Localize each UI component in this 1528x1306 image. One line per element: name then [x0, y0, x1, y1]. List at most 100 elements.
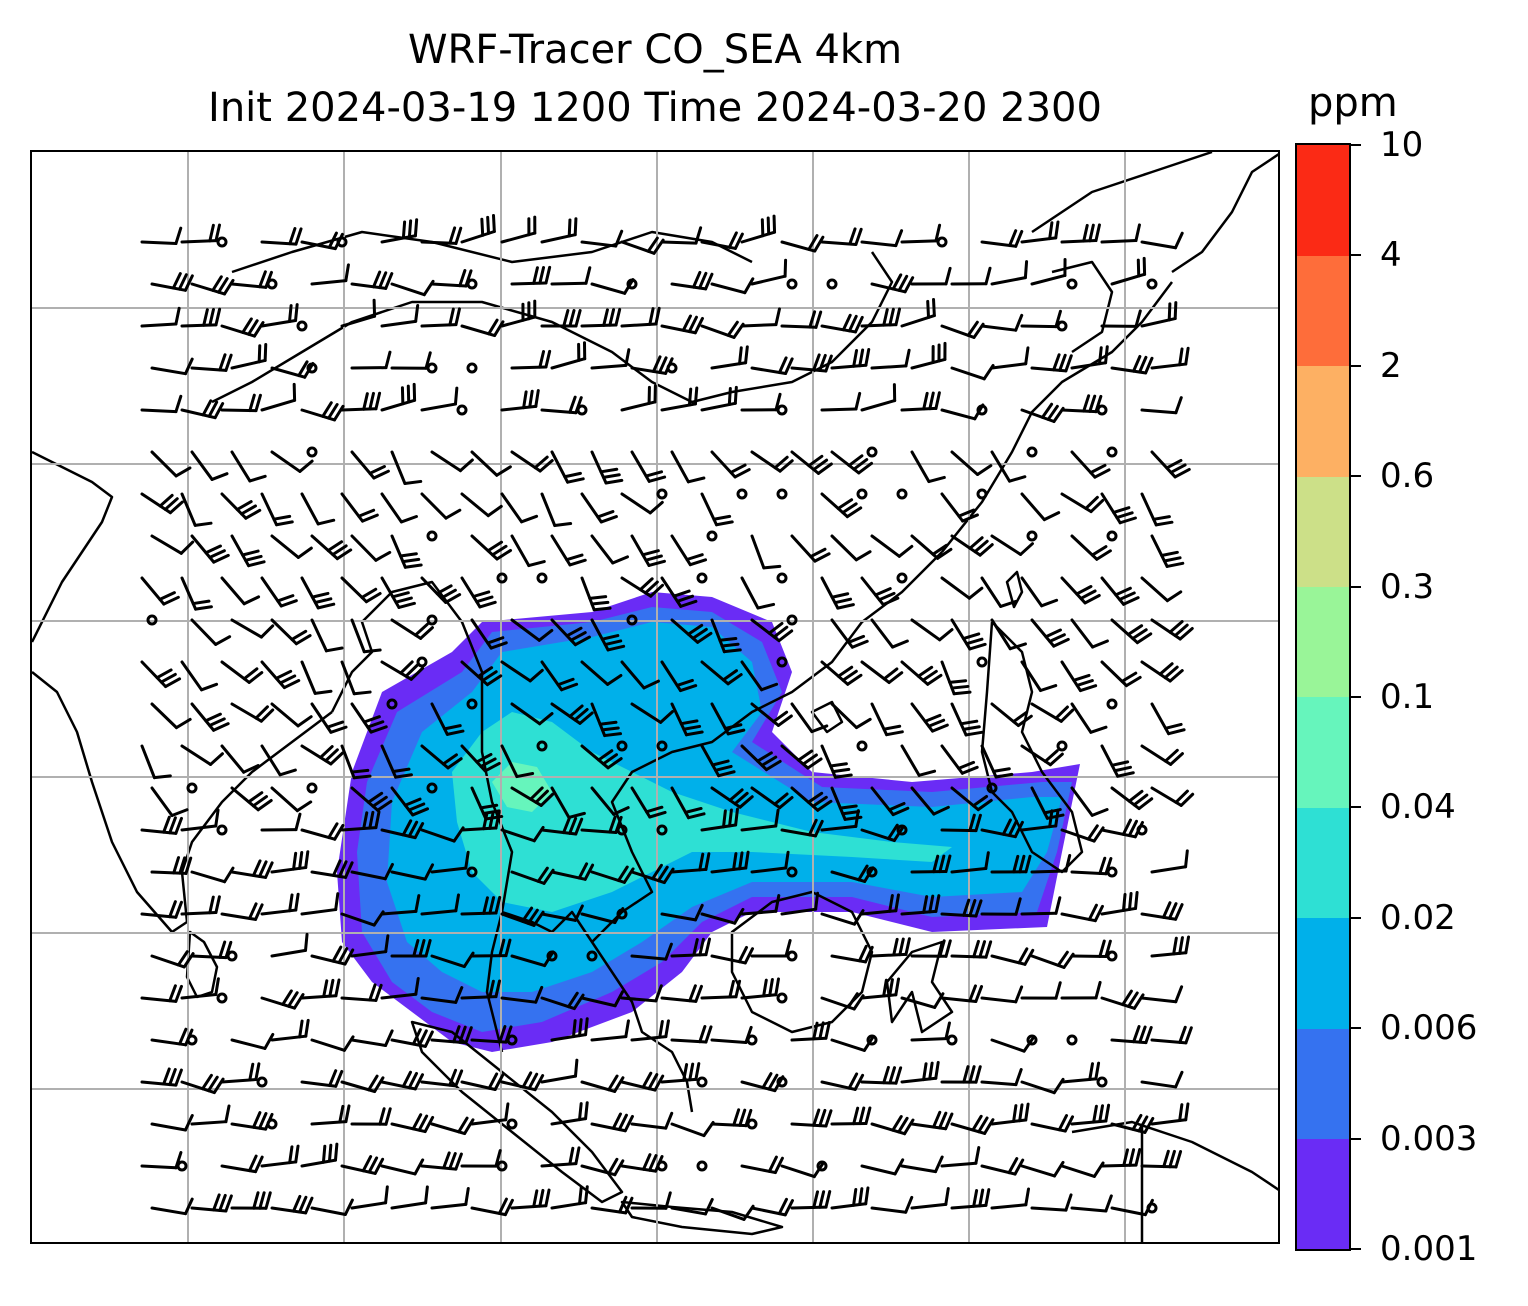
wind-barb-shaft	[1020, 911, 1058, 916]
wind-barb-flag	[162, 1067, 171, 1086]
wind-barb-flag	[698, 271, 708, 290]
wind-barb-shaft	[540, 1074, 577, 1084]
wind-barb-flag	[584, 266, 592, 285]
wind-barb-flag	[1064, 853, 1072, 873]
wind-barb-flag	[1178, 1103, 1184, 1123]
wind-barb-flag	[177, 273, 188, 291]
wind-barb-flag	[324, 748, 339, 763]
wind-barb-flag	[1122, 1148, 1129, 1167]
wind-barb-flag	[1174, 789, 1189, 804]
wind-calm-marker	[1056, 320, 1068, 332]
wind-barb-flag	[847, 634, 866, 644]
wind-barb-flag	[184, 1197, 194, 1216]
wind-barb-flag	[1132, 793, 1149, 807]
wind-barb-flag	[1079, 589, 1097, 600]
wind-calm-marker	[426, 614, 438, 626]
wind-barb-flag	[352, 774, 372, 780]
wind-barb-flag	[208, 895, 215, 915]
wind-barb-flag	[968, 536, 984, 550]
wind-barb-flag	[729, 463, 747, 474]
wind-barb-flag	[976, 798, 993, 812]
wind-barb-flag	[807, 234, 819, 251]
wind-barb-flag	[483, 761, 501, 773]
wind-barb-flag	[275, 520, 294, 527]
wind-barb-flag	[648, 307, 655, 326]
coastline-myanmar	[330, 580, 514, 1053]
wind-barb-flag	[448, 1068, 458, 1087]
wind-barb-flag	[444, 593, 462, 604]
wind-barb-shaft	[390, 450, 407, 485]
wind-barb-flag	[471, 590, 491, 598]
wind-barb-flag	[1083, 593, 1101, 605]
wind-barb-shaft	[140, 1164, 178, 1170]
wind-barb-flag	[573, 217, 578, 237]
wind-calm-marker	[216, 824, 228, 836]
wind-barb-flag	[376, 799, 393, 812]
wind-barb-flag	[1054, 309, 1062, 329]
wind-barb-flag	[361, 1155, 373, 1173]
wind-barb-flag	[578, 1186, 583, 1206]
wind-barb-flag	[218, 1193, 227, 1212]
wind-barb-shaft	[1020, 660, 1043, 693]
wind-barb-flag	[850, 639, 869, 649]
wind-calm-marker	[536, 572, 548, 584]
wind-calm-marker	[466, 362, 478, 374]
wind-barb-shaft	[630, 1122, 668, 1130]
wind-barb-flag	[1052, 1160, 1065, 1178]
coastline-korea	[1051, 260, 1114, 354]
wind-barb-flag	[254, 1155, 264, 1174]
wind-barb-flag	[692, 938, 699, 957]
wind-barb-flag	[1054, 896, 1062, 915]
wind-barb-shaft	[910, 1202, 948, 1210]
wind-barb-flag	[1075, 679, 1094, 687]
wind-barb-flag	[812, 1190, 819, 1209]
wind-calm-marker	[256, 1076, 268, 1088]
wind-barb-flag	[350, 768, 370, 774]
wind-barb-flag	[1007, 1157, 1019, 1175]
wind-barb-shaft	[870, 618, 895, 649]
wind-calm-marker	[786, 614, 798, 626]
wind-barb-shaft	[940, 408, 977, 421]
wind-barb-shaft	[980, 324, 1018, 332]
wind-barb-flag	[214, 635, 232, 646]
wind-barb-flag	[931, 723, 949, 733]
wind-barb-flag	[378, 271, 388, 290]
wind-barb-flag	[772, 710, 789, 724]
wind-barb-flag	[774, 808, 780, 828]
wind-barb-shaft	[420, 492, 448, 520]
wind-barb-flag	[588, 595, 608, 600]
wind-barb-flag	[1087, 903, 1098, 922]
wind-calm-marker	[456, 404, 468, 416]
wind-barb-flag	[814, 310, 823, 329]
wind-barb-flag	[797, 749, 814, 762]
wind-barb-shaft	[620, 996, 658, 1003]
wind-barb-flag	[624, 348, 631, 367]
wind-barb-flag	[623, 1114, 634, 1133]
wind-barb-shaft	[620, 492, 652, 515]
wind-barb-flag	[1127, 819, 1138, 838]
wind-barb-flag	[369, 725, 388, 734]
wind-barb-flag	[932, 1110, 942, 1129]
colorbar-segment	[1297, 807, 1349, 919]
wind-barb-shaft	[230, 450, 252, 483]
wind-barb-flag	[950, 684, 970, 690]
wind-barb-flag	[894, 1066, 903, 1085]
wind-barb-flag	[174, 717, 192, 730]
wind-barb-shaft	[990, 276, 1027, 286]
wind-barb-flag	[247, 791, 264, 804]
wind-calm-marker	[736, 488, 748, 500]
wind-barb-flag	[664, 1191, 672, 1210]
wind-barb-flag	[922, 1062, 928, 1082]
wind-barb-shaft	[550, 786, 571, 819]
wind-barb-flag	[184, 357, 194, 376]
wind-barb-flag	[721, 669, 738, 682]
wind-barb-flag	[399, 515, 418, 524]
wind-barb-flag	[807, 454, 824, 468]
wind-barb-flag	[764, 759, 782, 772]
colorbar-tick	[1351, 364, 1361, 367]
wind-barb-flag	[847, 454, 864, 467]
wind-barb-flag	[624, 1196, 634, 1215]
wind-barb-flag	[602, 473, 621, 479]
wind-barb-flag	[1162, 1149, 1170, 1169]
wind-calm-marker	[866, 866, 878, 878]
